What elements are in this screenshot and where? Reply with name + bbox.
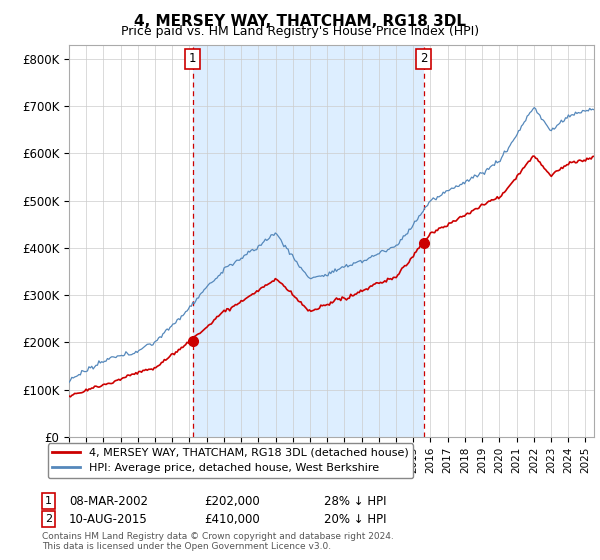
Text: 20% ↓ HPI: 20% ↓ HPI (324, 512, 386, 526)
Text: 4, MERSEY WAY, THATCHAM, RG18 3DL: 4, MERSEY WAY, THATCHAM, RG18 3DL (134, 14, 466, 29)
Text: 1: 1 (189, 53, 197, 66)
Text: 28% ↓ HPI: 28% ↓ HPI (324, 494, 386, 508)
Text: £202,000: £202,000 (204, 494, 260, 508)
Text: Contains HM Land Registry data © Crown copyright and database right 2024.: Contains HM Land Registry data © Crown c… (42, 532, 394, 541)
Text: £410,000: £410,000 (204, 512, 260, 526)
Bar (193, 45, 424, 437)
Text: This data is licensed under the Open Government Licence v3.0.: This data is licensed under the Open Gov… (42, 542, 331, 551)
Text: 10-AUG-2015: 10-AUG-2015 (69, 512, 148, 526)
Text: 2: 2 (420, 53, 428, 66)
Text: Price paid vs. HM Land Registry's House Price Index (HPI): Price paid vs. HM Land Registry's House … (121, 25, 479, 38)
Text: 2: 2 (45, 514, 52, 524)
Text: 1: 1 (45, 496, 52, 506)
Legend: 4, MERSEY WAY, THATCHAM, RG18 3DL (detached house), HPI: Average price, detached: 4, MERSEY WAY, THATCHAM, RG18 3DL (detac… (47, 444, 413, 478)
Text: 08-MAR-2002: 08-MAR-2002 (69, 494, 148, 508)
